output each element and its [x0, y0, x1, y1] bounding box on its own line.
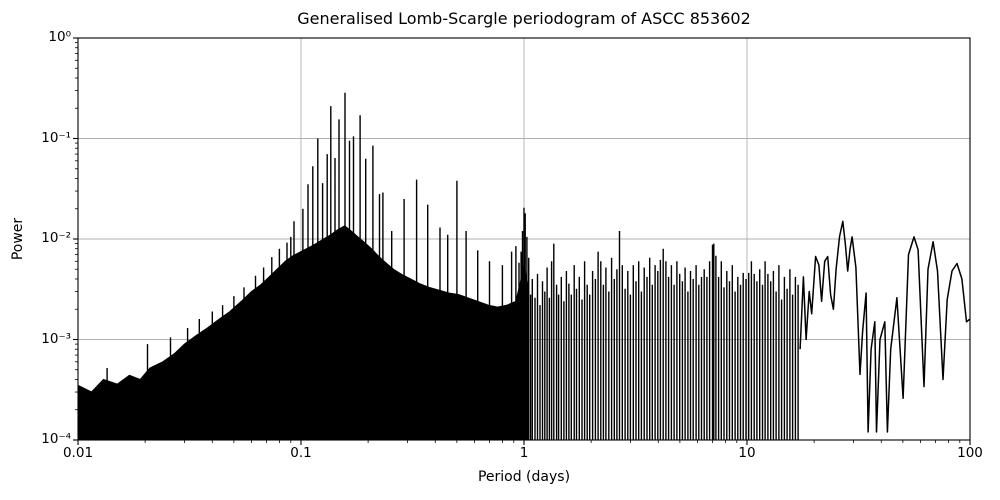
x-axis-label: Period (days)	[477, 469, 571, 485]
power-series-curve	[799, 220, 971, 433]
axis-ticks	[73, 37, 971, 445]
power-series-needles	[529, 231, 799, 440]
x-tick-label: 10	[738, 445, 756, 461]
power-series-spikes	[106, 92, 530, 440]
x-tick-label: 1	[519, 445, 529, 461]
y-tick-label: 10⁰	[48, 29, 71, 45]
x-tick-label: 100	[957, 445, 983, 461]
y-tick-label: 10⁻⁴	[41, 431, 71, 447]
y-tick-label: 10⁻¹	[41, 129, 71, 146]
x-tick-label: 0.01	[62, 445, 94, 461]
y-tick-label: 10⁻³	[41, 330, 71, 347]
x-tick-label: 0.1	[290, 445, 312, 461]
chart-title: Generalised Lomb-Scargle periodogram of …	[297, 9, 751, 28]
y-tick-label: 10⁻²	[41, 230, 71, 246]
y-axis-label: Power	[10, 217, 26, 261]
